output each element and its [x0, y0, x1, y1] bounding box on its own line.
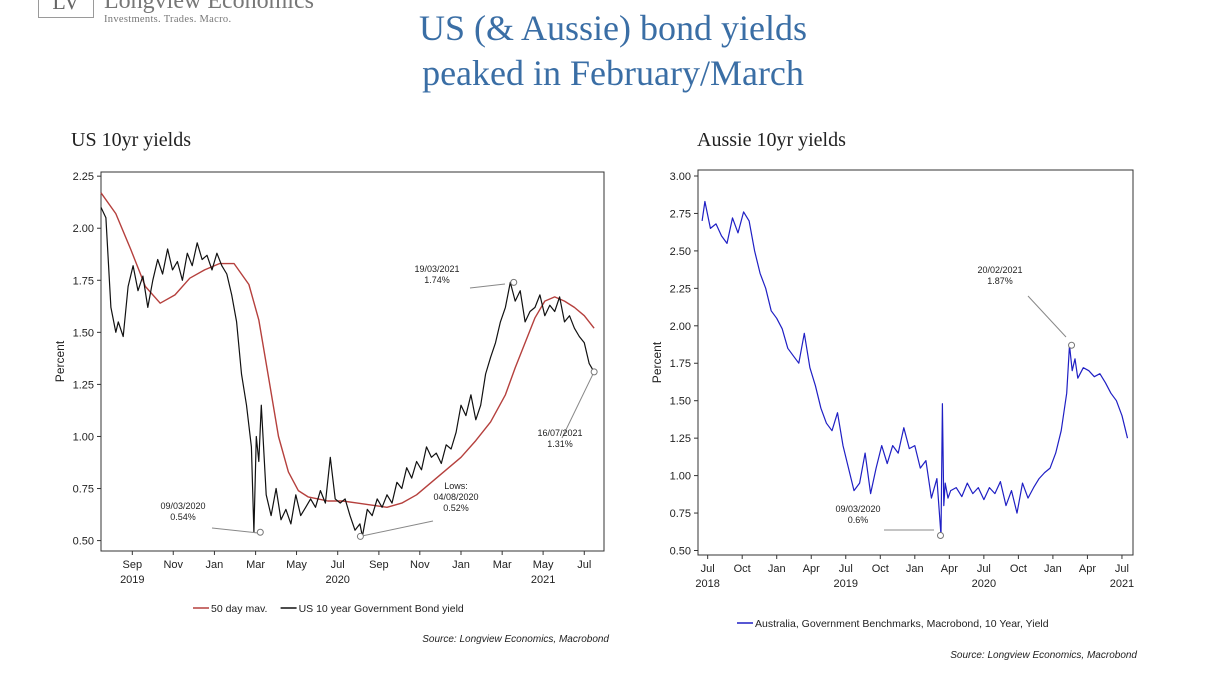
au-y-tick-label: 1.50: [670, 396, 691, 408]
au-chart-heading: Aussie 10yr yields: [697, 129, 846, 151]
us-legend-label: 50 day mav.: [211, 603, 267, 615]
slide-title-line1: US (& Aussie) bond yields: [418, 8, 807, 48]
us-x-tick-label: Mar: [246, 559, 265, 571]
au-x-tick-label: Jul: [1115, 563, 1129, 575]
us-x-tick-label: Nov: [410, 559, 430, 571]
us-annotation-leader: [561, 373, 594, 439]
au-y-tick-label: 0.50: [670, 546, 691, 558]
us-y-axis-label: Percent: [53, 340, 67, 382]
us-annotation-leader: [211, 527, 259, 534]
us-year-label: 2019: [120, 574, 144, 586]
au-y-tick-label: 1.00: [670, 471, 691, 483]
us-y-tick-label: 2.25: [73, 171, 94, 183]
us-annotation-leader: [361, 520, 434, 537]
us-x-tick-label: Jul: [577, 559, 591, 571]
us-annotation-leader: [469, 283, 506, 289]
au-annotation-marker: [1068, 341, 1076, 349]
au-year-label: 2018: [695, 578, 719, 590]
us-y-tick-label: 1.75: [73, 275, 94, 287]
au-y-tick-label: 1.75: [670, 358, 691, 370]
us-x-tick-label: Nov: [163, 559, 183, 571]
au-x-tick-label: Apr: [941, 563, 958, 575]
au-year-label: 2020: [972, 578, 996, 590]
us-y-tick-label: 1.25: [73, 379, 94, 391]
us-series-line-0: [100, 207, 595, 538]
us-y-tick-label: 2.00: [73, 223, 94, 235]
au-annotation-text: 1.87%: [987, 276, 1013, 286]
au-x-tick-label: Jul: [701, 563, 715, 575]
au-x-tick-label: Jan: [906, 563, 924, 575]
au-x-tick-label: Oct: [1010, 563, 1027, 575]
au-annotation-text: 09/03/2020: [835, 504, 880, 514]
us-y-tick-label: 0.75: [73, 484, 94, 496]
logo-tagline: Investments. Trades. Macro.: [104, 14, 232, 25]
us-annotation-text: 04/08/2020: [433, 492, 478, 502]
us-annotation-text: 0.54%: [170, 512, 196, 522]
us-x-tick-label: Sep: [123, 559, 143, 571]
us-chart-heading: US 10yr yields: [71, 129, 191, 151]
au-y-tick-label: 2.25: [670, 283, 691, 295]
au-y-tick-label: 2.75: [670, 208, 691, 220]
au-x-tick-label: Jul: [839, 563, 853, 575]
us-x-tick-label: May: [533, 559, 554, 571]
au-x-tick-label: Oct: [872, 563, 889, 575]
us-x-tick-label: Sep: [369, 559, 389, 571]
us-annotation-text: 16/07/2021: [537, 428, 582, 438]
us-plot-frame: [100, 171, 605, 552]
logo-mark: LV: [38, 0, 94, 18]
au-annotation-marker: [936, 532, 944, 540]
au-x-tick-label: Apr: [1079, 563, 1096, 575]
us-year-label: 2021: [531, 574, 555, 586]
us-x-tick-label: Jan: [452, 559, 470, 571]
au-x-tick-label: Oct: [734, 563, 751, 575]
us-x-tick-label: Jan: [206, 559, 224, 571]
au-y-tick-label: 2.50: [670, 246, 691, 258]
au-legend-label: Australia, Government Benchmarks, Macrob…: [755, 618, 1049, 630]
us-series-line-1: [100, 192, 595, 508]
logo-name: Longview Economics: [104, 0, 314, 14]
us-y-tick-label: 0.50: [73, 536, 94, 548]
us-annotation-text: 1.74%: [424, 275, 450, 285]
au-x-tick-label: Jan: [768, 563, 786, 575]
au-plot-frame: [697, 169, 1134, 556]
us-annotation-text: 09/03/2020: [160, 501, 205, 511]
au-year-label: 2019: [834, 578, 858, 590]
us-annotation-text: 0.52%: [443, 503, 469, 513]
au-y-tick-label: 0.75: [670, 508, 691, 520]
us-annotation-marker: [590, 368, 598, 376]
au-y-tick-label: 1.25: [670, 433, 691, 445]
au-source-note: Source: Longview Economics, Macrobond: [950, 650, 1137, 661]
au-y-tick-label: 2.00: [670, 321, 691, 333]
au-year-label: 2021: [1110, 578, 1134, 590]
us-x-tick-label: May: [286, 559, 307, 571]
au-x-tick-label: Apr: [803, 563, 820, 575]
us-legend-label: US 10 year Government Bond yield: [299, 603, 464, 615]
au-y-axis-label: Percent: [650, 341, 664, 383]
us-annotation-marker: [256, 528, 264, 536]
au-series-line-0: [701, 200, 1129, 537]
au-y-tick-label: 3.00: [670, 171, 691, 183]
us-x-tick-label: Mar: [493, 559, 512, 571]
us-x-tick-label: Jul: [331, 559, 345, 571]
au-annotation-leader: [1027, 295, 1067, 338]
us-year-label: 2020: [325, 574, 349, 586]
us-annotation-marker: [510, 278, 518, 286]
us-annotation-marker: [356, 532, 364, 540]
us-annotation-text: 1.31%: [547, 439, 573, 449]
au-annotation-text: 20/02/2021: [977, 265, 1022, 275]
au-annotation-text: 0.6%: [848, 515, 869, 525]
us-annotation-text: 19/03/2021: [414, 264, 459, 274]
au-x-tick-label: Jul: [977, 563, 991, 575]
us-annotation-text: Lows:: [444, 481, 468, 491]
au-x-tick-label: Jan: [1044, 563, 1062, 575]
slide-title-line2: peaked in February/March: [422, 53, 804, 93]
us-y-tick-label: 1.50: [73, 327, 94, 339]
us-source-note: Source: Longview Economics, Macrobond: [422, 634, 609, 645]
us-y-tick-label: 1.00: [73, 431, 94, 443]
